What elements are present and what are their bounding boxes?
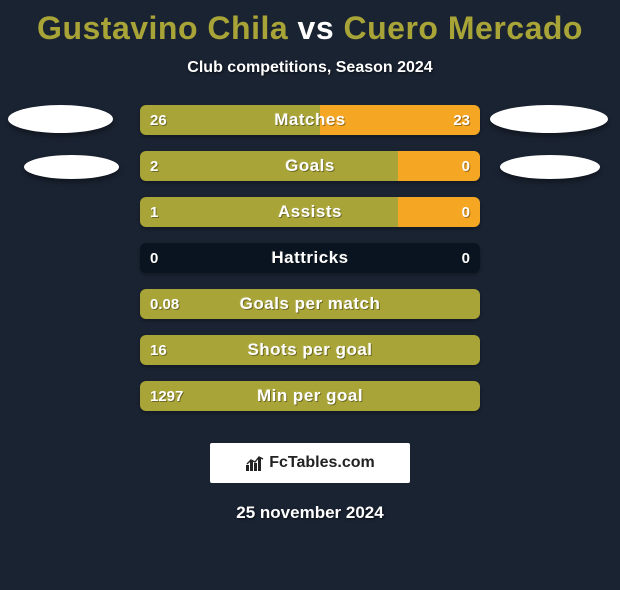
stat-bar-row: Hattricks0 0 — [140, 243, 480, 273]
stat-value-right: 0 — [452, 243, 480, 273]
stat-value-left: 0 — [140, 243, 168, 273]
stat-bar-label: Hattricks — [140, 243, 480, 273]
stat-bar-label: Assists — [140, 197, 480, 227]
player2-name: Cuero Mercado — [344, 10, 583, 46]
date-line: 25 november 2024 — [0, 503, 620, 523]
stat-bar-label: Matches — [140, 105, 480, 135]
stat-value-left: 1 — [140, 197, 168, 227]
stat-value-left: 26 — [140, 105, 177, 135]
stat-bar-row: Assists1 0 — [140, 197, 480, 227]
stat-value-right: 23 — [443, 105, 480, 135]
subtitle: Club competitions, Season 2024 — [0, 59, 620, 77]
comparison-title: Gustavino Chila vs Cuero Mercado — [0, 10, 620, 47]
player1-name: Gustavino Chila — [37, 10, 288, 46]
stat-bar-label: Goals — [140, 151, 480, 181]
comparison-bars-area: Matches2623Goals20Assists10Hattricks00Go… — [0, 105, 620, 415]
branding-badge: FcTables.com — [210, 443, 410, 483]
stat-bar-row: Goals per match0.08 — [140, 289, 480, 319]
stat-bar-row: Matches26 23 — [140, 105, 480, 135]
player-badge-ellipse — [8, 105, 113, 133]
stat-bar-row: Min per goal1297 — [140, 381, 480, 411]
player-badge-ellipse — [24, 155, 119, 179]
player-badge-ellipse — [490, 105, 608, 133]
player-badge-ellipse — [500, 155, 600, 179]
stat-bar-label: Goals per match — [140, 289, 480, 319]
bar-chart-icon — [245, 455, 265, 471]
stat-value-left: 2 — [140, 151, 168, 181]
stat-bar-row: Shots per goal16 — [140, 335, 480, 365]
title-vs: vs — [288, 10, 343, 46]
stat-value-left: 1297 — [140, 381, 193, 411]
stat-bar-label: Shots per goal — [140, 335, 480, 365]
stat-value-left: 0.08 — [140, 289, 189, 319]
stat-value-right: 0 — [452, 151, 480, 181]
stat-value-left: 16 — [140, 335, 177, 365]
branding-text: FcTables.com — [269, 454, 375, 472]
stat-value-right: 0 — [452, 197, 480, 227]
stat-bar-row: Goals2 0 — [140, 151, 480, 181]
